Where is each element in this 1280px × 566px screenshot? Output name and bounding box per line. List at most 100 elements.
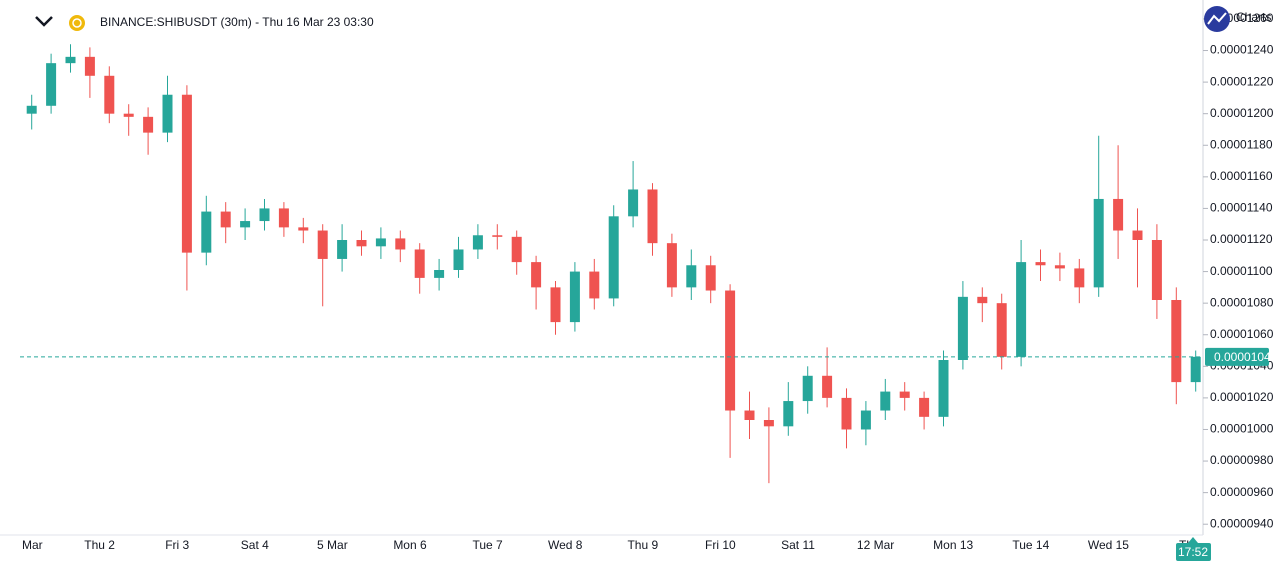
x-tick-label: 5 Mar (317, 538, 348, 552)
x-tick-label: Wed 15 (1088, 538, 1129, 552)
y-tick-label: 0.00001220 (1210, 74, 1274, 88)
candle-body (1151, 240, 1162, 300)
symbol-title: BINANCE:SHIBUSDT (30m) - Thu 16 Mar 23 0… (100, 15, 374, 29)
candle-body (705, 265, 716, 291)
countdown-label: 17:52 (1178, 545, 1208, 559)
candle-body (919, 397, 930, 417)
x-tick-label: 12 Mar (857, 538, 894, 552)
candle-body (181, 94, 192, 253)
candle-body (608, 216, 619, 299)
candle-body (938, 360, 949, 417)
coin-icon-inner (72, 18, 82, 28)
candle-body (860, 410, 871, 430)
candle-body (375, 238, 386, 247)
candle-body (492, 235, 503, 237)
candle-body (259, 208, 270, 222)
candle-body (317, 230, 328, 259)
candle-body (899, 391, 910, 398)
candle-body (628, 189, 639, 217)
countdown-box (1176, 543, 1211, 561)
candle-body (531, 262, 542, 288)
y-tick-label: 0.00001020 (1210, 390, 1274, 404)
y-tick-label: 0.00000940 (1210, 516, 1274, 530)
candle-body (1132, 230, 1143, 240)
x-tick-label: Mon 6 (393, 538, 427, 552)
candle-body (278, 208, 289, 228)
candle-body (996, 303, 1007, 357)
candle-body (550, 287, 561, 323)
candle-body (46, 63, 57, 106)
candle-body (220, 211, 231, 228)
candle-body (162, 94, 173, 133)
last-price-box (1205, 347, 1269, 366)
candle-body (783, 401, 794, 427)
candle-body (822, 375, 833, 398)
candle-body (434, 270, 445, 278)
last-price-label: 0.00001046 (1214, 350, 1278, 364)
candle-body (1171, 300, 1182, 383)
candle-body (802, 375, 813, 402)
y-tick-label: 0.00001200 (1210, 106, 1274, 120)
x-tick-label: Thu 2 (84, 538, 115, 552)
x-tick-label: Sat 4 (241, 538, 269, 552)
candle-body (977, 296, 988, 304)
y-tick-label: 0.00000960 (1210, 485, 1274, 499)
y-tick-label: 0.00001240 (1210, 43, 1274, 57)
candle-body (1074, 268, 1085, 288)
x-tick-label: Mar (22, 538, 43, 552)
candle-body (337, 240, 348, 259)
candle-body (666, 243, 677, 288)
candle-body (589, 271, 600, 299)
coin-icon (69, 15, 85, 31)
logo-text[interactable]: Charts (1236, 10, 1271, 24)
candle-body (201, 211, 212, 253)
candle-body (1054, 265, 1065, 269)
candle-body (511, 236, 522, 263)
candle-body (647, 189, 658, 244)
y-tick-label: 0.00000980 (1210, 453, 1274, 467)
x-tick-label: Thu 9 (627, 538, 658, 552)
x-tick-label: Tue 7 (472, 538, 503, 552)
candle-body (84, 56, 95, 76)
collapse-icon[interactable] (35, 16, 53, 27)
x-tick-label: Mon 13 (933, 538, 973, 552)
candle-body (240, 221, 251, 228)
candle-body (1113, 198, 1124, 231)
x-tick-label: Tue 14 (1012, 538, 1049, 552)
y-tick-label: 0.00001100 (1210, 264, 1273, 278)
candle-body (356, 240, 367, 247)
candle-body (957, 296, 968, 360)
countdown-pointer (1188, 537, 1198, 543)
candle-body (841, 397, 852, 430)
candle-body (686, 265, 697, 288)
candle-body (880, 391, 891, 411)
candle-body (414, 249, 425, 278)
candle-body (763, 420, 774, 427)
candle-body (26, 105, 37, 114)
logo-mark (1207, 12, 1227, 25)
x-tick-label: Sat 11 (781, 538, 815, 552)
candle-body (744, 410, 755, 420)
x-tick-label: Fri 10 (705, 538, 736, 552)
y-tick-label: 0.00001160 (1210, 169, 1273, 183)
candle-body (472, 235, 483, 250)
y-tick-label: 0.00001180 (1210, 137, 1273, 151)
candle-body (104, 75, 115, 114)
candle-body (1093, 198, 1104, 288)
candle-body (1016, 262, 1027, 357)
candle-body (1190, 356, 1201, 383)
y-tick-label: 0.00001000 (1210, 422, 1274, 436)
candle-body (1035, 262, 1046, 266)
y-tick-label: 0.00001060 (1210, 327, 1274, 341)
candle-body (298, 227, 309, 231)
candle-body (65, 56, 76, 64)
y-tick-label: 0.00001120 (1210, 232, 1273, 246)
candle-body (395, 238, 406, 250)
candle-body (569, 271, 580, 323)
x-tick-label: Wed 8 (548, 538, 583, 552)
x-tick-label: Fri 3 (165, 538, 189, 552)
y-tick-label: 0.00001080 (1210, 295, 1274, 309)
candle-body (143, 116, 154, 133)
